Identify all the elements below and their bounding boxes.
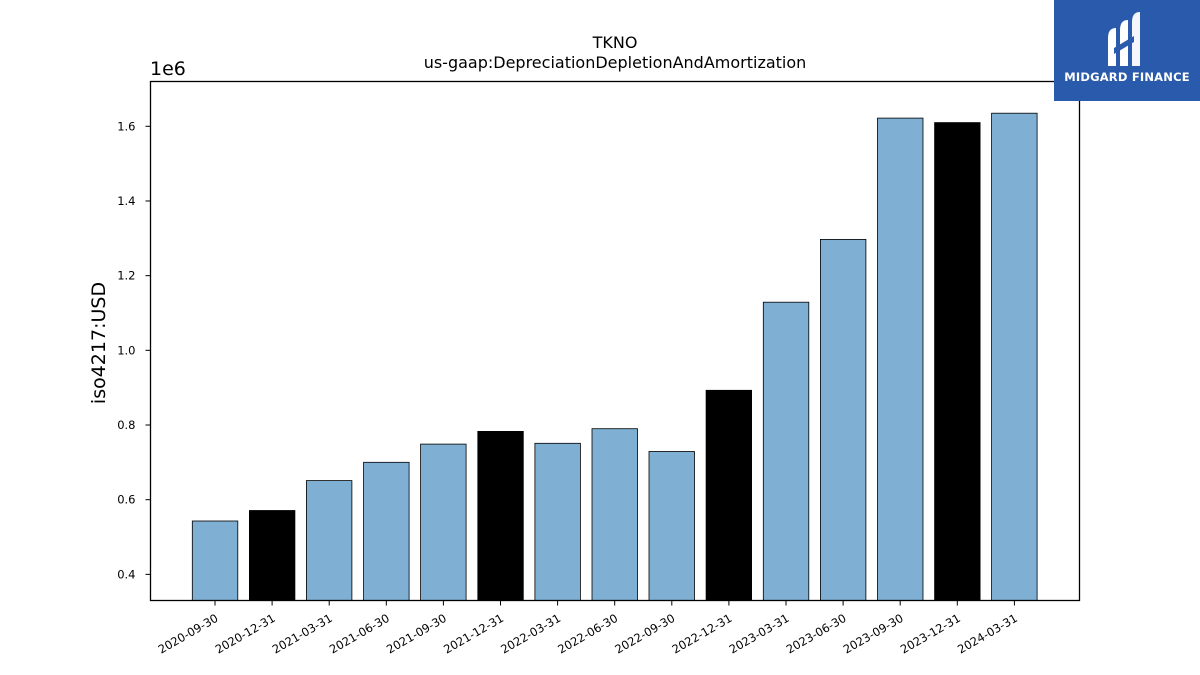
x-tick-label: 2020-12-31 <box>213 611 278 657</box>
x-tick-label: 2023-03-31 <box>727 611 792 657</box>
x-tick-label: 2022-06-30 <box>555 611 620 657</box>
y-tick-label: 0.6 <box>117 493 135 507</box>
bar-2024-03-31 <box>991 112 1038 601</box>
bar-2022-12-31 <box>705 389 752 601</box>
y-multiplier-label: 1e6 <box>150 58 186 80</box>
x-axis-ticks: 2020-09-302020-12-312021-03-312021-06-30… <box>156 600 1020 657</box>
y-axis-ticks: 0.4 0.6 0.8 1.0 1.2 1.4 1.6 <box>117 119 151 581</box>
plot-frame <box>149 80 1081 602</box>
bar-2021-06-30 <box>363 461 410 601</box>
y-axis-label: iso4217:USD <box>88 282 110 404</box>
bar-2022-03-31 <box>534 442 581 601</box>
logo-text: MIDGARD FINANCE <box>1064 70 1190 84</box>
y-tick-label: 1.6 <box>117 119 135 133</box>
bar-2021-09-30 <box>420 443 467 601</box>
bar-2020-09-30 <box>191 520 239 601</box>
x-tick-label: 2022-09-30 <box>612 611 677 657</box>
x-tick-label: 2021-09-30 <box>384 611 449 657</box>
x-tick-label: 2022-12-31 <box>670 611 735 657</box>
x-tick-label: 2021-03-31 <box>270 611 335 657</box>
bar-2023-06-30 <box>820 238 867 601</box>
y-tick-label: 1.2 <box>117 269 135 283</box>
bar-2021-03-31 <box>305 480 353 601</box>
y-tick-label: 1.0 <box>117 343 135 357</box>
bar-2023-12-31 <box>934 122 981 601</box>
y-tick-label: 1.4 <box>117 194 135 208</box>
bar-2022-06-30 <box>591 428 638 601</box>
midgard-logo-icon <box>1108 12 1140 66</box>
x-tick-label: 2023-06-30 <box>784 611 849 657</box>
y-tick-label: 0.8 <box>117 418 135 432</box>
x-tick-label: 2022-03-31 <box>498 611 563 657</box>
bar-2021-12-31 <box>477 430 524 601</box>
midgard-finance-logo: MIDGARD FINANCE <box>1054 0 1200 101</box>
bar-2023-03-31 <box>762 301 810 601</box>
x-tick-label: 2024-03-31 <box>955 611 1020 657</box>
bar-2022-09-30 <box>648 451 695 601</box>
x-tick-label: 2023-12-31 <box>898 611 963 657</box>
y-tick-label: 0.4 <box>117 567 135 581</box>
x-tick-label: 2021-06-30 <box>327 611 392 657</box>
chart-title: TKNO <box>592 33 638 52</box>
chart-subtitle: us-gaap:DepreciationDepletionAndAmortiza… <box>424 53 807 72</box>
x-tick-label: 2020-09-30 <box>156 611 221 657</box>
x-tick-label: 2021-12-31 <box>441 611 506 657</box>
bar-2020-12-31 <box>248 510 296 601</box>
bar-2023-09-30 <box>877 117 924 601</box>
bars-group <box>191 112 1038 601</box>
x-tick-label: 2023-09-30 <box>841 611 906 657</box>
